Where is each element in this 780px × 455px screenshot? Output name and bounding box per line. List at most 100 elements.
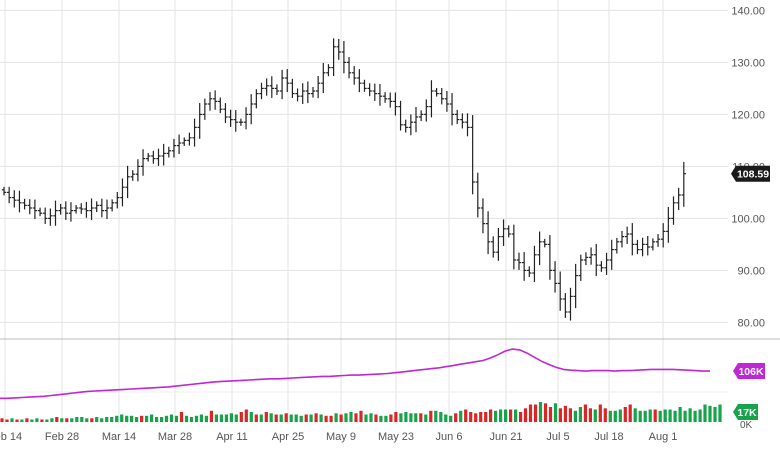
volume-bar: [514, 409, 518, 422]
ohlc-bar: [6, 186, 12, 204]
last-price-label: 108.59: [737, 169, 769, 181]
ohlc-bar: [558, 271, 563, 311]
ohlc-bar: [99, 198, 105, 218]
ohlc-bar: [506, 225, 511, 238]
ohlc-bar: [439, 87, 444, 105]
volume-bar: [95, 417, 99, 422]
volume-bar: [618, 409, 622, 422]
volume-bar: [55, 417, 59, 422]
axis-layer: Feb 14 Feb 28 Mar 14 Mar 28 Apr 11 Apr 25 May …: [0, 5, 770, 443]
ohlc-bar: [279, 69, 285, 100]
ohlc-bar: [171, 138, 177, 158]
volume-zero-label: 0K: [740, 420, 753, 431]
y-tick-label: 140.00: [731, 5, 765, 17]
ohlc-bar: [58, 203, 63, 215]
ohlc-bar: [655, 234, 661, 247]
volume-bar: [334, 413, 338, 423]
x-tick-label: Aug 1: [649, 431, 678, 443]
ohlc-bar: [32, 199, 38, 220]
volume-bar: [314, 413, 318, 423]
volume-bar: [688, 408, 692, 423]
x-tick-label: Jul 18: [594, 431, 623, 443]
volume-bar: [85, 418, 89, 423]
volume-bar: [553, 403, 558, 423]
volume-bar: [0, 418, 4, 423]
x-tick-label: Jun 6: [436, 431, 463, 443]
ohlc-bar: [68, 202, 74, 222]
volume-bar: [160, 417, 164, 422]
volume-bar: [613, 410, 617, 423]
volume-bar: [45, 419, 49, 422]
volume-bar: [150, 414, 154, 422]
volume-bar: [354, 413, 358, 423]
ohlc-bar: [485, 211, 491, 255]
volume-bar: [155, 417, 159, 422]
ohlc-bar: [331, 38, 336, 77]
ohlc-bar: [676, 187, 681, 210]
average-volume-badge: 106K: [733, 363, 765, 380]
ohlc-bar: [310, 86, 316, 98]
volume-bar: [434, 410, 438, 423]
volume-bar: [568, 408, 572, 423]
volume-bar: [484, 412, 488, 422]
volume-bar: [209, 410, 213, 423]
volume-bar: [120, 414, 124, 422]
volume-bar: [169, 414, 174, 422]
ohlc-bar: [295, 88, 300, 102]
volume-bar: [718, 404, 722, 422]
volume-bar: [60, 418, 64, 423]
ohlc-bar: [362, 79, 367, 92]
volume-bar: [130, 415, 134, 423]
volume-bar: [239, 412, 243, 422]
average-volume-line: [0, 348, 710, 400]
ohlc-bar: [578, 254, 583, 281]
volume-bar: [583, 404, 587, 422]
volume-bar: [80, 417, 84, 422]
volume-bar: [663, 409, 667, 422]
volume-bar: [324, 415, 328, 423]
volume-bar: [389, 414, 393, 422]
ohlc-bar: [218, 97, 223, 114]
ohlc-bar: [418, 110, 424, 122]
ohlc-bar: [403, 119, 408, 133]
ohlc-bar: [264, 78, 269, 96]
average-volume-value: 106K: [738, 366, 764, 378]
ohlc-bar: [151, 150, 156, 164]
ohlc-bar: [1, 186, 7, 196]
volume-bar: [698, 409, 702, 422]
ohlc-bar: [357, 69, 362, 93]
volume-bar: [339, 414, 343, 422]
ohlc-bar: [300, 83, 305, 104]
volume-bar: [528, 404, 533, 422]
volume-bar: [289, 414, 293, 422]
volume-bar: [319, 414, 323, 422]
ohlc-bar: [156, 148, 161, 166]
ohlc-bar: [552, 261, 558, 293]
volume-bar: [424, 414, 428, 422]
ohlc-bar: [475, 172, 480, 218]
ohlc-bar: [537, 231, 542, 266]
volume-bar: [459, 410, 463, 423]
volume-bar: [264, 412, 268, 422]
ohlc-bar: [470, 115, 475, 195]
volume-bar: [105, 417, 109, 422]
ohlc-bar: [367, 83, 372, 97]
average-volume-panel: [0, 348, 710, 400]
volume-bar: [673, 410, 677, 423]
ohlc-bar: [140, 149, 146, 176]
volume-bar: [489, 409, 493, 422]
volume-bar: [179, 412, 184, 422]
volume-bar: [50, 418, 54, 423]
ohlc-bar: [305, 81, 311, 104]
ohlc-bar: [645, 235, 650, 256]
ohlc-bar: [408, 114, 414, 136]
x-tick-label: Apr 25: [272, 431, 304, 443]
ohlc-bar: [501, 219, 506, 246]
volume-bar: [304, 414, 308, 422]
volume-bar: [608, 410, 612, 423]
y-tick-label: 120.00: [731, 109, 765, 121]
volume-bar: [269, 413, 273, 423]
ohlc-bar: [315, 76, 321, 99]
